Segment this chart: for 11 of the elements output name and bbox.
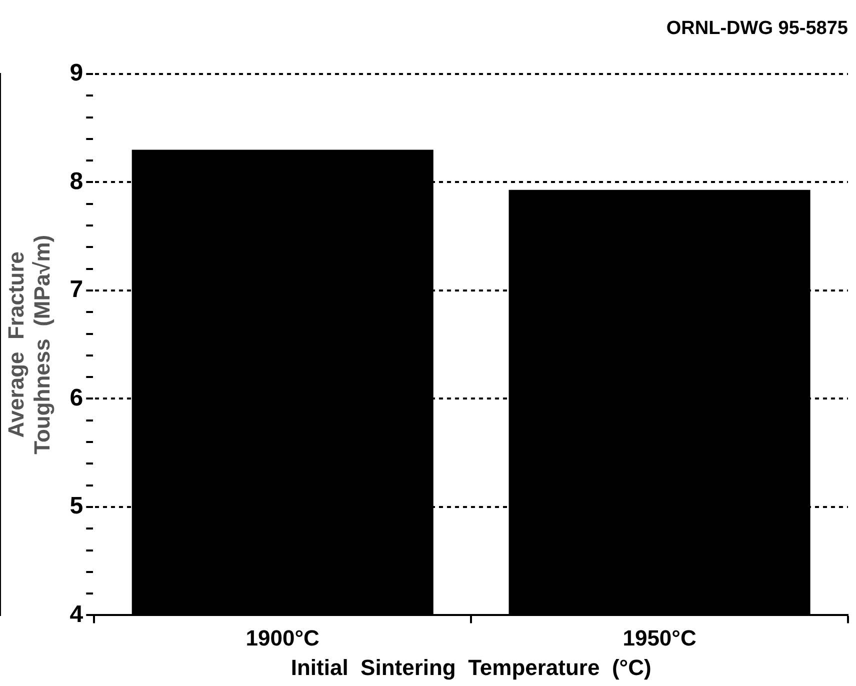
y-tick-label: 4 [70, 600, 84, 628]
x-tick-label: 1950°C [622, 625, 696, 650]
y-tick-label: 7 [70, 276, 84, 304]
x-axis-title: Initial Sintering Temperature (°C) [290, 654, 652, 680]
y-tick-label: 6 [70, 384, 84, 412]
y-tick-label: 5 [70, 492, 84, 520]
y-axis-title: Average Fracture Toughness (MPa√m) [3, 234, 55, 454]
y-tick-label: 8 [70, 168, 84, 195]
x-tick-label: 1900°C [246, 625, 320, 650]
text: ORNL-DWG 95-5875 [666, 18, 848, 40]
y-tick-label: 9 [70, 60, 84, 87]
